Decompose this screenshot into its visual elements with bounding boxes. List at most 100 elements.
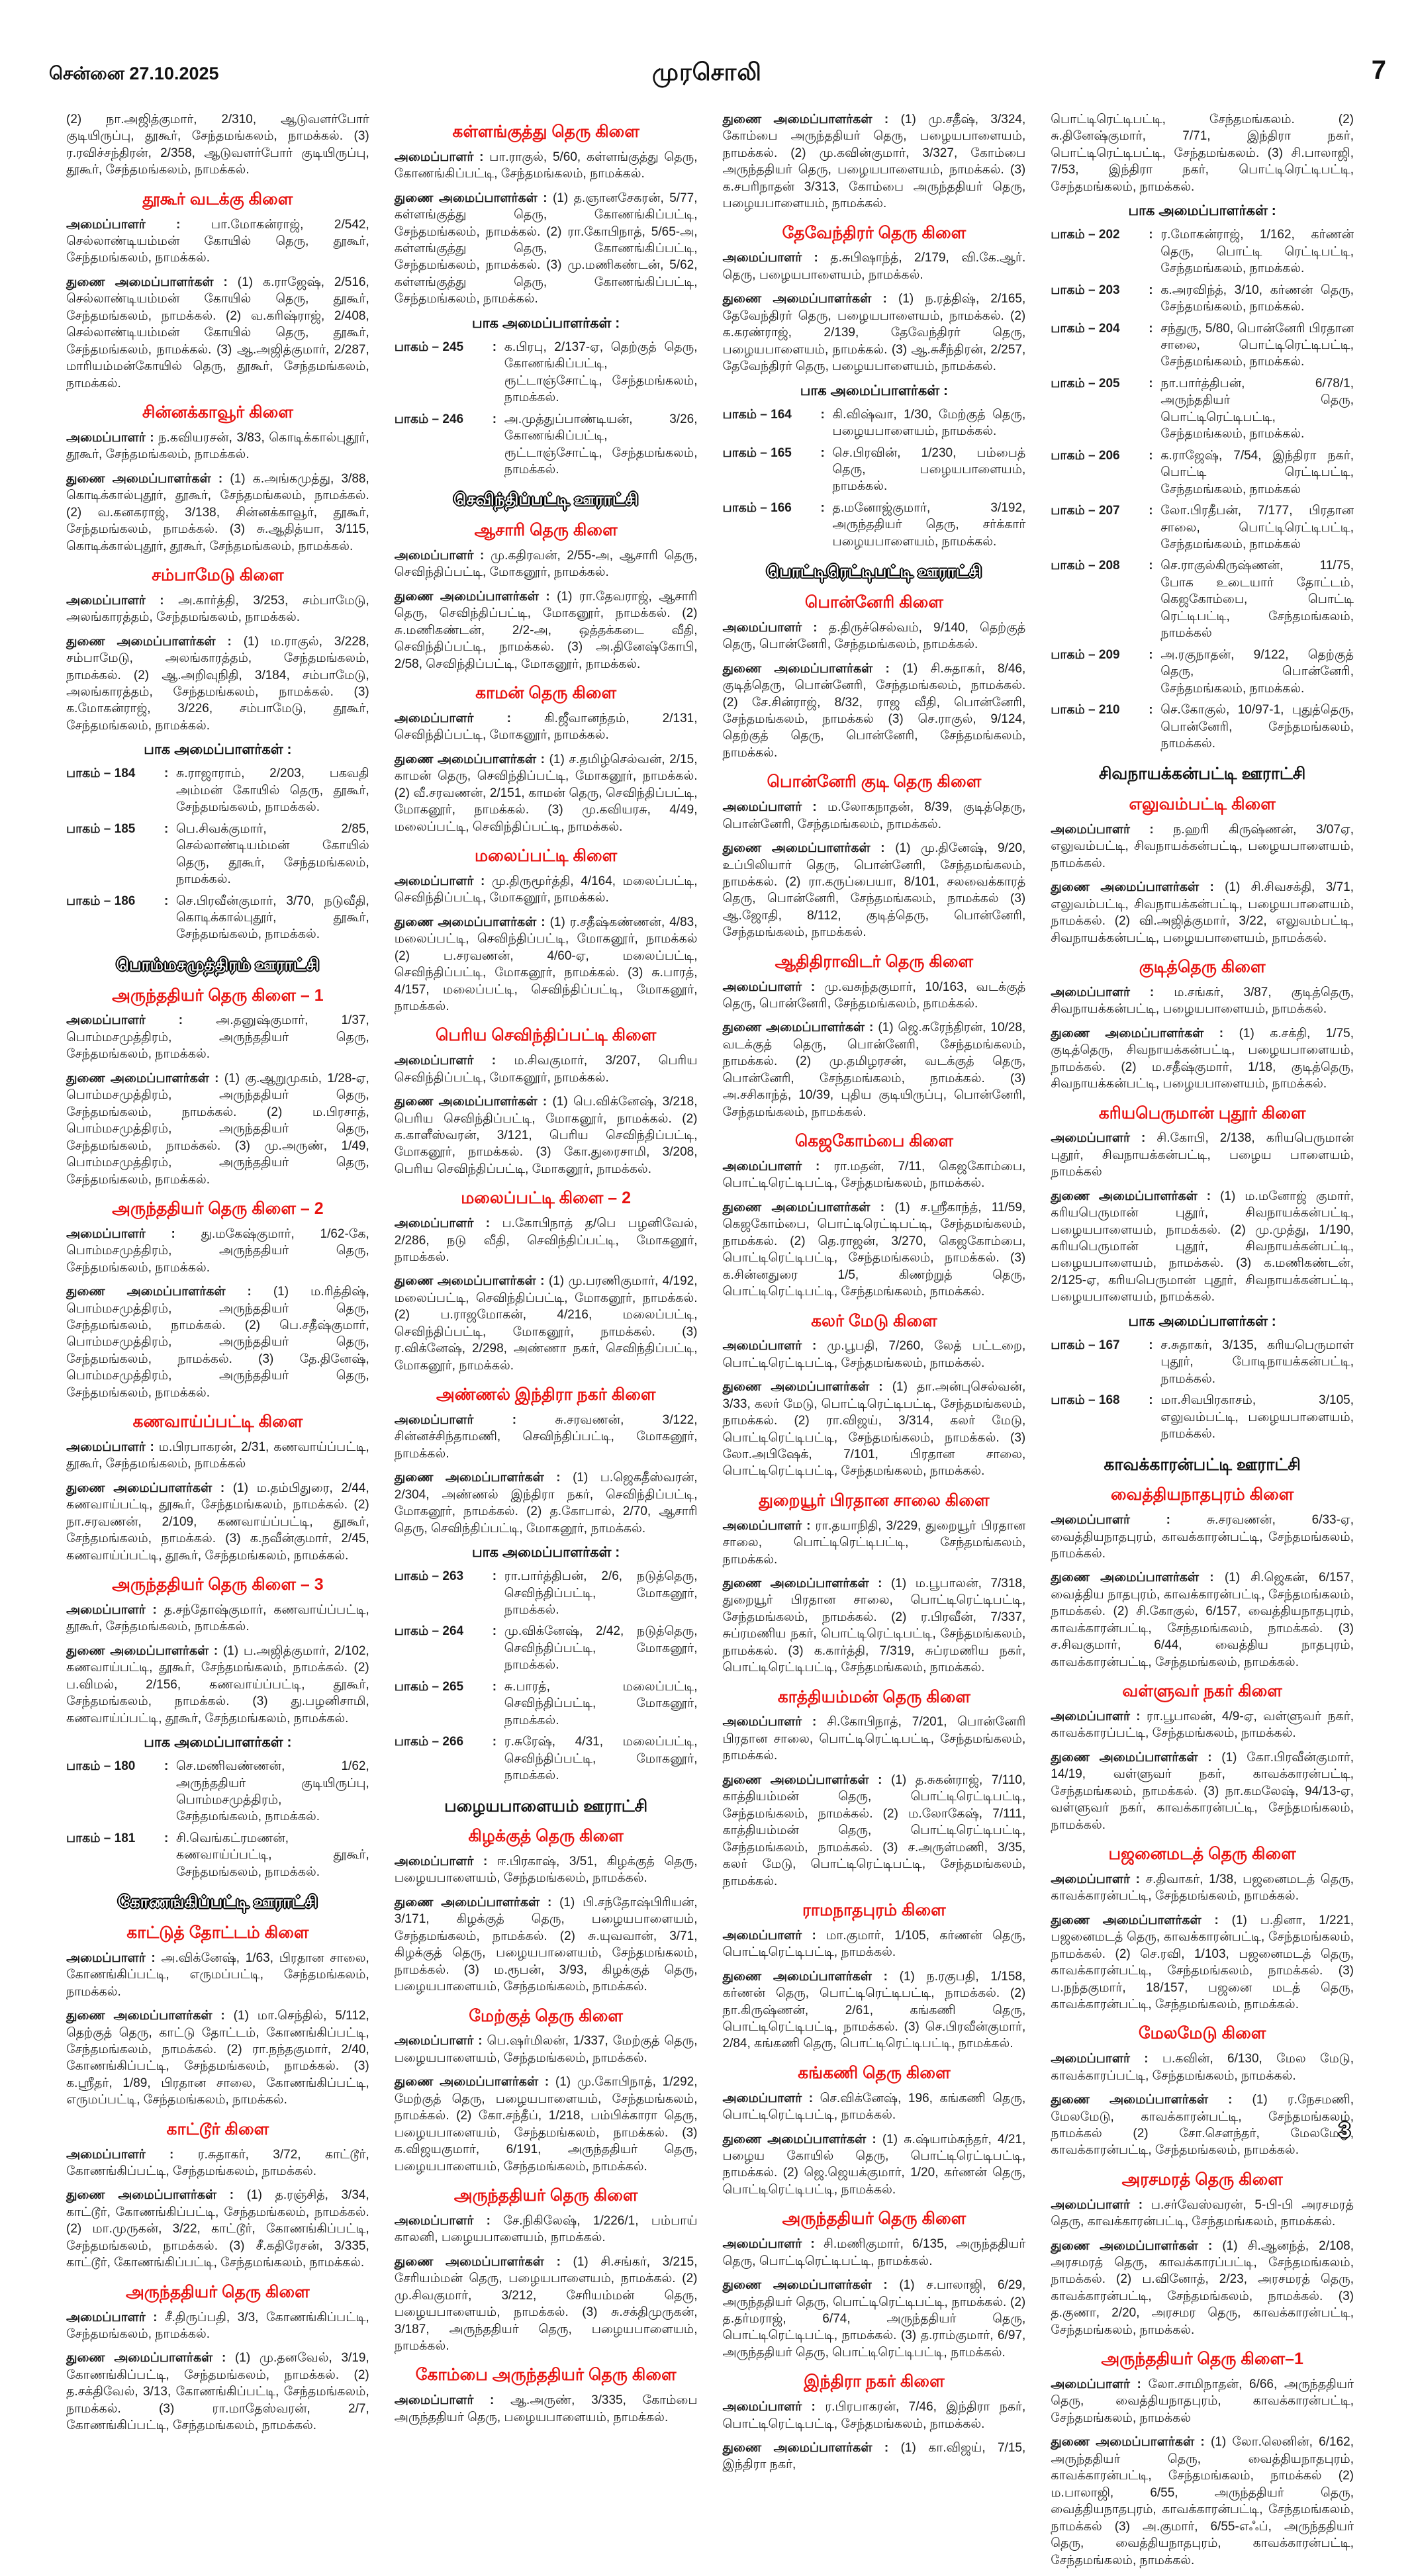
ward-text: க.அரவிந்த், 3/10, கர்ணன் தெரு, சேந்தமங்க… [1160, 283, 1354, 314]
deputy-organizers-label: துணை அமைப்பாளர்கள் : [394, 2254, 573, 2269]
branch-heading: அருந்ததியர் தெரு கிளை – 3 [112, 1575, 324, 1594]
ward-colon: : [1149, 376, 1153, 391]
branch-heading: தூகூர் வடக்கு கிளை [142, 189, 293, 208]
branch-heading: கோம்பை அருந்ததியர் தெரு கிளை [415, 2366, 677, 2385]
deputy-organizers-label: துணை அமைப்பாளர்கள் : [722, 1380, 892, 1395]
branch-heading: கெஜகோம்பை கிளை [794, 1132, 953, 1151]
ward-text: க.ராஜேஷ், 7/54, இந்திரா நகர், பொட்டி ரெட… [1160, 448, 1354, 496]
organizer-paragraph: அமைப்பாளர் : மு.கதிரவன், 2/55-அ, ஆசாரி த… [395, 547, 698, 581]
deputy-organizers-label: துணை அமைப்பாளர்கள் : [66, 1071, 224, 1085]
organizer-label: அமைப்பாளர் : [722, 980, 825, 994]
dateline: சென்னை 27.10.2025 [49, 64, 219, 83]
ward-organizers-heading: பாக அமைப்பாளர்கள் : [1128, 1313, 1276, 1329]
organizer-paragraph: அமைப்பாளர் : கி.ஜீவானந்தம், 2/131, செவிந… [395, 710, 698, 744]
deputy-organizers-paragraph: துணை அமைப்பாளர்கள் : (1) சி.சிவசக்தி, 3/… [1051, 879, 1354, 946]
branch-heading: கணவாய்ப்பட்டி கிளை [132, 1412, 303, 1432]
ward-number: பாகம் – 246 [394, 412, 464, 426]
column-2: கள்ளங்குத்து தெரு கிளை அமைப்பாளர் : பா.ரா… [395, 111, 698, 2433]
ward-text: ர.சுரேஷ், 4/31, மலைப்பட்டி, செவிந்திப்பட… [504, 1735, 698, 1783]
paragraph-text: ம.சிவகுமார், 3/207, பெரிய செவிந்திப்பட்ட… [394, 1054, 698, 1085]
ward-row: பாகம் – 205: நா.பார்த்திபன், 6/78/1, அருந… [1051, 375, 1354, 443]
deputy-organizers-paragraph: துணை அமைப்பாளர்கள் : (1) ம.தம்பிதுரை, 2/… [66, 1480, 369, 1564]
branch-heading: ஆசாரி தெரு கிளை [474, 521, 618, 540]
column-1: (2) நா.அஜித்குமார், 2/310, ஆடுவளர்போர் க… [66, 111, 369, 2442]
deputy-organizers-paragraph: துணை அமைப்பாளர்கள் : (1) சு.ஷ்யாம்சுந்தர… [723, 2131, 1026, 2199]
newspaper-page: { "header": { "date_place": "சென்னை 27.1… [49, 56, 1386, 2567]
paragraph-text: (1) கு.ஆறுமுகம், 1/28-ஏ, பொம்மசமுத்திரம்… [66, 1071, 369, 1187]
ward-colon: : [492, 412, 497, 426]
paragraph-text: (1) கோ.பிரவீன்குமார், 14/19, வள்ளுவர் நக… [1051, 1750, 1354, 1832]
deputy-organizers-label: துணை அமைப்பாளர்கள் : [722, 2440, 901, 2455]
page-number-bottom: 3 [1339, 2118, 1350, 2142]
deputy-organizers-label: துணை அமைப்பாளர்கள் : [394, 1471, 573, 1485]
organizer-paragraph: அமைப்பாளர் : பா.ராகுல், 5/60, கள்ளங்குத்… [395, 149, 698, 183]
organizer-label: அமைப்பாளர் : [394, 1855, 497, 1869]
paragraph-text: (1) ம.பூபாலன், 7/318, துறையூர் பிரதான சா… [722, 1577, 1026, 1675]
ward-number: பாகம் – 263 [394, 1569, 464, 1584]
ward-number: பாகம் – 264 [394, 1624, 464, 1639]
panchayat-heading: காவக்காரன்பட்டி ஊராட்சி [1104, 1455, 1301, 1474]
paragraph-text: மு.கதிரவன், 2/55-அ, ஆசாரி தெரு, செவிந்தி… [394, 548, 698, 580]
organizer-paragraph: அமைப்பாளர் : மு.பூபதி, 7/260, லேத் பட்டற… [723, 1338, 1026, 1371]
paragraph-text: (1) த.ஞானசேகரன், 5/77, கள்ளங்குத்து தெரு… [394, 191, 698, 306]
paragraph-text: ரா.தயாநிதி, 3/229, துறையூர் பிரதான சாலை,… [722, 1518, 1026, 1567]
continuation-paragraph: பொட்டிரெட்டிபட்டி, சேந்தமங்கலம். (2) சு.… [1051, 113, 1354, 194]
organizer-label: அமைப்பாளர் : [1051, 2052, 1162, 2066]
ward-colon: : [1149, 504, 1153, 518]
paragraph-text: (1) மு.பரணிகுமார், 4/192, மலைப்பட்டி, செ… [394, 1274, 698, 1373]
paragraph-text: ம.சங்கர், 3/87, குடித்தெரு, சிவநாயக்கன்ப… [1051, 985, 1354, 1017]
branch-heading: அண்ணல் இந்திரா நகர் கிளை [436, 1385, 656, 1404]
branch-heading: அருந்ததியர் தெரு கிளை – 1 [112, 986, 324, 1005]
branch-heading: வைத்தியநாதபுரம் கிளை [1110, 1485, 1294, 1504]
organizer-label: அமைப்பாளர் : [394, 711, 545, 725]
deputy-organizers-label: துணை அமைப்பாளர்கள் : [66, 471, 230, 486]
ward-text: சந்துரு, 5/80, பொன்னேரி பிரதான சாலை, பொட… [1160, 321, 1354, 369]
panchayat-heading: சிவநாயக்கன்பட்டி ஊராட்சி [1098, 764, 1306, 784]
ward-text: செ.பிரவீன்குமார், 3/70, நடுவீதி, கொடிக்க… [176, 894, 369, 942]
panchayat-heading: கோணங்கிப்பட்டி ஊராட்சி [117, 1893, 318, 1912]
ward-organizers-heading: பாக அமைப்பாளர்கள் : [144, 1735, 292, 1751]
paragraph-text: (1) சி.சங்கர், 3/215, சேரியம்மன் தெரு, ப… [394, 2254, 698, 2353]
organizer-label: அமைப்பாளர் : [66, 2310, 165, 2324]
ward-colon: : [492, 1735, 497, 1749]
ward-row: பாகம் – 263: ரா.பார்த்திபன், 2/6, நடுத்தெ… [395, 1568, 698, 1618]
paragraph-text: (1) த.சுகன்ராஜ், 7/110, காத்தியம்மன் தெர… [722, 1772, 1026, 1888]
deputy-organizers-paragraph: துணை அமைப்பாளர்கள் : (1) சி.சங்கர், 3/21… [395, 2254, 698, 2355]
organizer-paragraph: அமைப்பாளர் : மு.வசுந்தகுமார், 10/163, வட… [723, 979, 1026, 1013]
organizer-label: அமைப்பாளர் : [722, 1928, 827, 1943]
organizer-paragraph: அமைப்பாளர் : ரா.மதன், 7/11, கெஜகோம்பை, ப… [723, 1158, 1026, 1192]
organizer-label: அமைப்பாளர் : [1051, 1872, 1146, 1886]
paragraph-text: (1) ரா.தேவராஜ், ஆசாரி தெரு, செவிந்திப்பட… [394, 589, 698, 671]
ward-number: பாகம் – 203 [1051, 283, 1120, 297]
ward-number: பாகம் – 210 [1051, 703, 1120, 717]
ward-colon: : [1149, 321, 1153, 336]
ward-organizers-heading: பாக அமைப்பாளர்கள் : [471, 315, 620, 331]
deputy-organizers-paragraph: துணை அமைப்பாளர்கள் : (1) கா.விஜய், 7/15,… [723, 2440, 1026, 2473]
ward-colon: : [1149, 283, 1153, 297]
deputy-organizers-label: துணை அமைப்பாளர்கள் : [66, 275, 238, 289]
organizer-label: அமைப்பாளர் : [66, 1951, 162, 1965]
branch-heading: ஆதிதிராவிடர் தெரு கிளை [775, 952, 974, 971]
deputy-organizers-label: துணை அமைப்பாளர்கள் : [1051, 1750, 1222, 1765]
branch-heading: அருந்ததியர் தெரு கிளை [453, 2186, 638, 2205]
deputy-organizers-paragraph: துணை அமைப்பாளர்கள் : (1) ந.ரகுபதி, 1/158… [723, 1968, 1026, 2052]
organizer-label: அமைப்பாளர் : [1051, 1709, 1147, 1724]
page-number-top: 7 [1371, 56, 1386, 85]
deputy-organizers-paragraph: துணை அமைப்பாளர்கள் : (1) ம.ராகுல், 3/228… [66, 633, 369, 735]
organizer-label: அமைப்பாளர் : [394, 2034, 487, 2048]
organizer-paragraph: அமைப்பாளர் : ந.ஹரி கிருஷ்ணன், 3/07ஏ, எலு… [1051, 821, 1354, 872]
organizer-label: அமைப்பாளர் : [722, 1339, 827, 1354]
paragraph-text: ம.பிரபாகரன், 2/31, கணவாய்ப்பட்டி, தூகூர்… [66, 1440, 369, 1471]
ward-row: பாகம் – 204: சந்துரு, 5/80, பொன்னேரி பிரத… [1051, 320, 1354, 371]
organizer-paragraph: அமைப்பாளர் : ம.பிரபாகரன், 2/31, கணவாய்ப்… [66, 1439, 369, 1473]
deputy-organizers-paragraph: துணை அமைப்பாளர்கள் : (1) ச.தமிழ்செல்வன்,… [395, 751, 698, 835]
ward-row: பாகம் – 207: லோ.பிரதீபன், 7/177, பிரதான ச… [1051, 502, 1354, 553]
ward-row: பாகம் – 208: செ.ராகுல்கிருஷ்ணன், 11/75, ப… [1051, 557, 1354, 641]
ward-number: பாகம் – 166 [722, 500, 792, 515]
ward-text: சு.பாரத், மலைப்பட்டி, செவிந்திப்பட்டி, ம… [504, 1679, 698, 1727]
organizer-label: அமைப்பாளர் : [394, 1054, 514, 1068]
branch-heading: மேலமேடு கிளை [1138, 2024, 1266, 2043]
organizer-label: அமைப்பாளர் : [66, 1226, 201, 1241]
paragraph-text: (1) சி.சிவசக்தி, 3/71, எலுவம்பட்டி, சிவந… [1051, 880, 1354, 945]
ward-number: பாகம் – 204 [1051, 321, 1120, 336]
